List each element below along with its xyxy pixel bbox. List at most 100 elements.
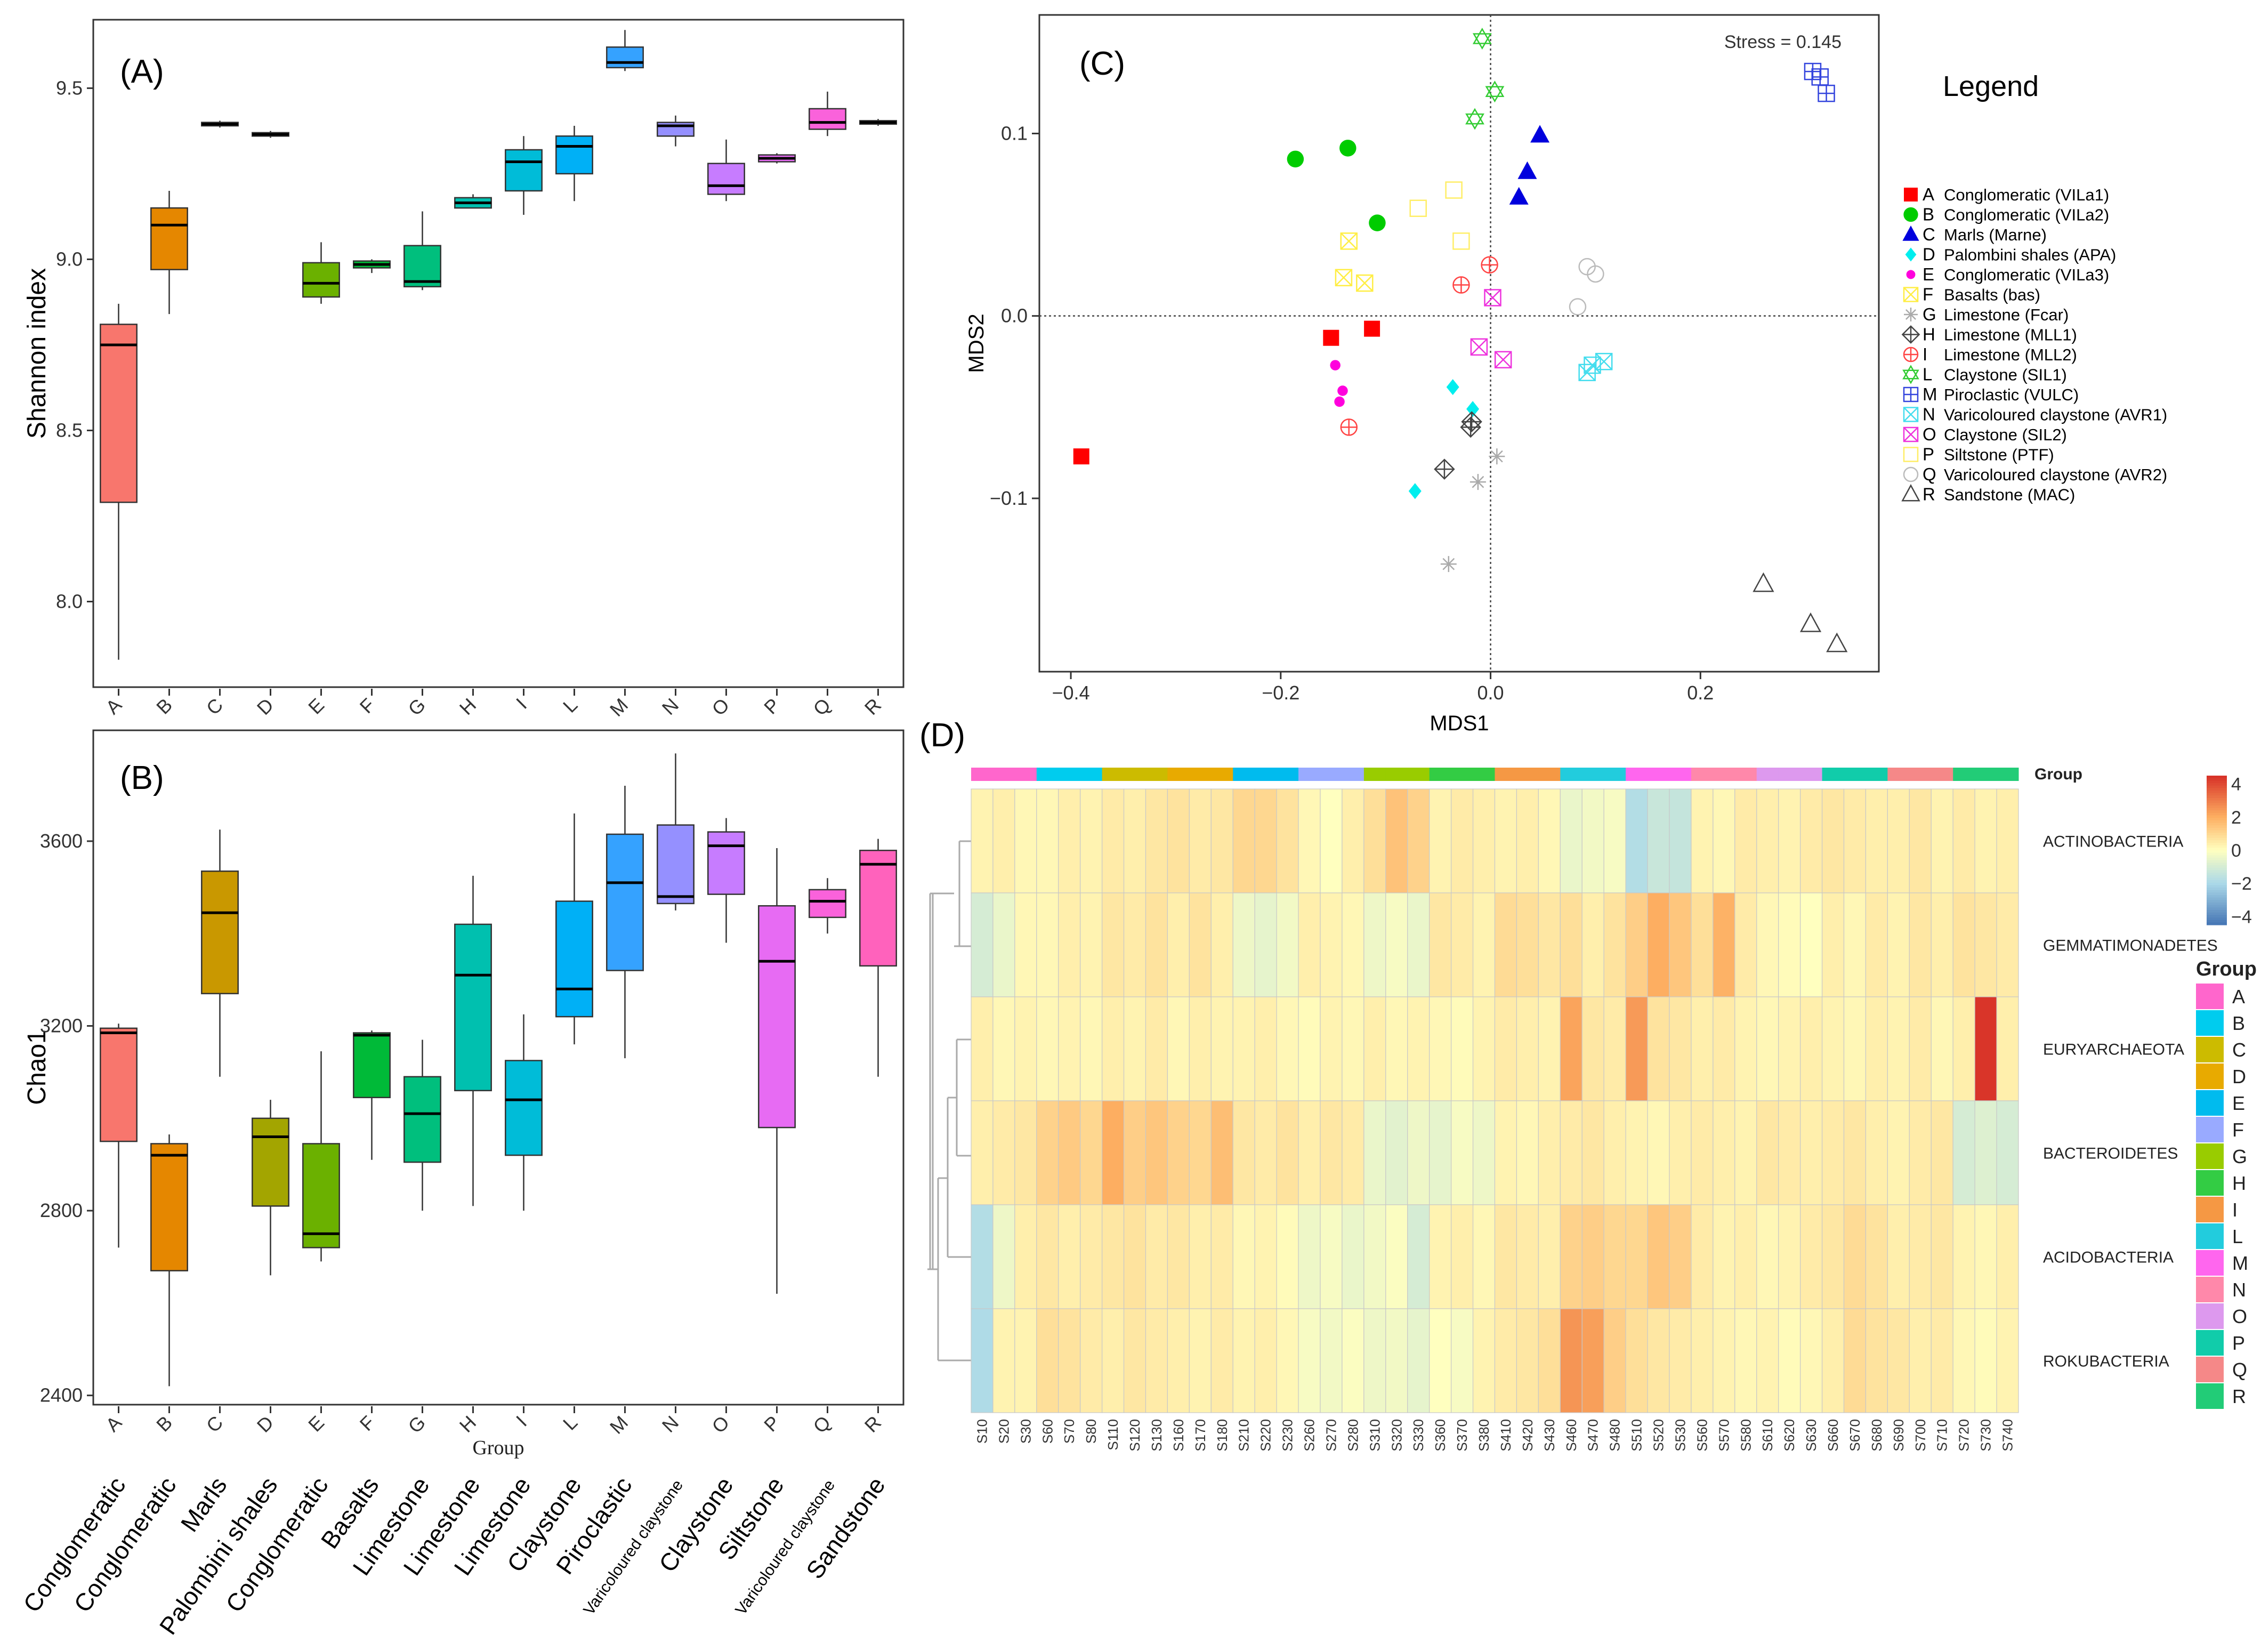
heatmap-cell-gemmatimonadetes-S320 [1385,892,1408,997]
column-label-S510: S510 [1629,1419,1645,1452]
annotation-cell-S510 [1626,768,1648,781]
colorbar-segment [2207,867,2227,871]
x-tick-label-C: C [202,694,227,719]
y-tick-label: 8.0 [56,590,83,612]
heatmap-cell-actinobacteria-S660 [1821,788,1845,893]
heatmap-cell-euryarchaeota-S610 [1756,996,1779,1101]
heatmap-cell-actinobacteria-S130 [1145,788,1168,893]
legend-label-N: Varicoloured claystone (AVR1) [1944,406,2167,424]
colorbar-segment [2207,920,2227,923]
heatmap-cell-acidobacteria-S110 [1102,1204,1125,1309]
colorbar-segment [2207,803,2227,806]
annotation-cell-S680 [1866,768,1888,781]
heatmap-cell-gemmatimonadetes-S430 [1538,892,1561,997]
heatmap-cell-euryarchaeota-S700 [1909,996,1932,1101]
heatmap-cell-gemmatimonadetes-S370 [1451,892,1474,997]
heatmap-cell-euryarchaeota-S420 [1516,996,1539,1101]
heatmap-cell-rokubacteria-S570 [1713,1308,1735,1413]
colorbar-segment [2207,917,2227,921]
heatmap-cell-acidobacteria-S690 [1887,1204,1910,1309]
point-B-2 [1339,140,1356,157]
heatmap-cell-actinobacteria-S330 [1407,788,1430,893]
heatmap-cell-bacteroidetes-S460 [1560,1100,1582,1205]
legend-label-M: Piroclastic (VULC) [1944,385,2079,404]
y-tick-label: 2800 [40,1199,83,1221]
x-tick-label-M: M [605,1412,632,1438]
point-F-3 [1356,274,1374,292]
annotation-cell-S580 [1734,768,1757,781]
colorbar-segment [2207,875,2227,878]
heatmap-cell-acidobacteria-S570 [1713,1204,1735,1309]
colorbar-tick-label: −2 [2231,874,2252,894]
heatmap-cell-rokubacteria-S160 [1167,1308,1190,1413]
point-A-1 [1073,448,1089,465]
x-tick-label-N: N [658,694,683,719]
heatmap-cell-bacteroidetes-S10 [971,1100,994,1205]
group-legend-swatch-I [2196,1197,2224,1222]
box-A [100,324,138,503]
group-legend-swatch-D [2196,1063,2224,1089]
heatmap-cell-actinobacteria-S110 [1102,788,1125,893]
point-E-3 [1334,396,1345,407]
legend-letter-Q: Q [1923,464,1936,484]
heatmap-cell-euryarchaeota-S670 [1843,996,1867,1101]
heatmap-cell-acidobacteria-S660 [1821,1204,1845,1309]
point-I-1 [1481,256,1498,274]
point-Q-3 [1569,298,1587,316]
heatmap-cell-actinobacteria-S690 [1887,788,1910,893]
heatmap-cell-actinobacteria-S20 [992,788,1015,893]
heatmap-cell-acidobacteria-S720 [1952,1204,1975,1309]
heatmap-cell-rokubacteria-S460 [1560,1308,1582,1413]
heatmap-cell-euryarchaeota-S710 [1931,996,1953,1101]
colorbar-segment [2207,808,2227,811]
x-tick-label-Q: Q [809,1412,835,1438]
heatmap-cell-acidobacteria-S130 [1145,1204,1168,1309]
group-legend-swatch-N [2196,1277,2224,1302]
heatmap-cell-euryarchaeota-S120 [1123,996,1146,1101]
group-legend-swatch-M [2196,1250,2224,1276]
heatmap-cell-acidobacteria-S260 [1298,1204,1321,1309]
legend-marker-G [1904,308,1918,321]
heatmap-cell-acidobacteria-S710 [1931,1204,1953,1309]
group-legend-label-Q: Q [2232,1359,2247,1381]
group-legend-swatch-A [2196,984,2224,1009]
heatmap-cell-bacteroidetes-S220 [1254,1100,1277,1205]
heatmap-cell-acidobacteria-S580 [1734,1204,1757,1309]
heatmap-cell-actinobacteria-S380 [1472,788,1496,893]
group-legend-label-L: L [2232,1226,2243,1247]
heatmap-cell-euryarchaeota-S130 [1145,996,1168,1101]
heatmap-cell-bacteroidetes-S560 [1691,1100,1714,1205]
colorbar-segment [2207,890,2227,893]
colorbar-segment [2207,810,2227,813]
heatmap-cell-gemmatimonadetes-S60 [1036,892,1059,997]
panel-c-xlabel: MDS1 [1430,712,1489,735]
point-Q-2 [1587,265,1604,283]
annotation-cell-S700 [1909,768,1932,781]
group-legend-swatch-P [2196,1330,2224,1356]
legend-letter-L: L [1923,365,1932,384]
colorbar-segment [2207,863,2227,866]
colorbar-tick-label: 0 [2231,841,2241,861]
heatmap-cell-acidobacteria-S30 [1014,1204,1037,1309]
colorbar-segment [2207,873,2227,876]
legend-marker-P [1903,447,1919,462]
annotation-group-title: Group [2034,765,2082,783]
legend-label-Q: Varicoloured claystone (AVR2) [1944,465,2167,484]
heatmap-cell-rokubacteria-S280 [1342,1308,1364,1413]
x-tick-label-A: A [101,1412,126,1436]
point-F-2 [1335,269,1353,287]
group-legend-swatch-H [2196,1170,2224,1196]
heatmap-cell-gemmatimonadetes-S380 [1472,892,1496,997]
annotation-cell-S60 [1036,768,1059,781]
row-label-bacteroidetes: BACTEROIDETES [2043,1145,2178,1163]
point-C-3 [1509,187,1529,205]
legend-letter-M: M [1923,384,1937,404]
box-F [353,1032,391,1099]
legend-marker-L [1902,365,1919,384]
heatmap-cell-euryarchaeota-S310 [1363,996,1386,1101]
colorbar-segment [2207,922,2227,925]
legend-label-R: Sandstone (MAC) [1944,486,2075,504]
x-tick-label-I: I [512,694,531,713]
annotation-cell-S420 [1516,768,1539,781]
heatmap-cell-gemmatimonadetes-S210 [1232,892,1255,997]
